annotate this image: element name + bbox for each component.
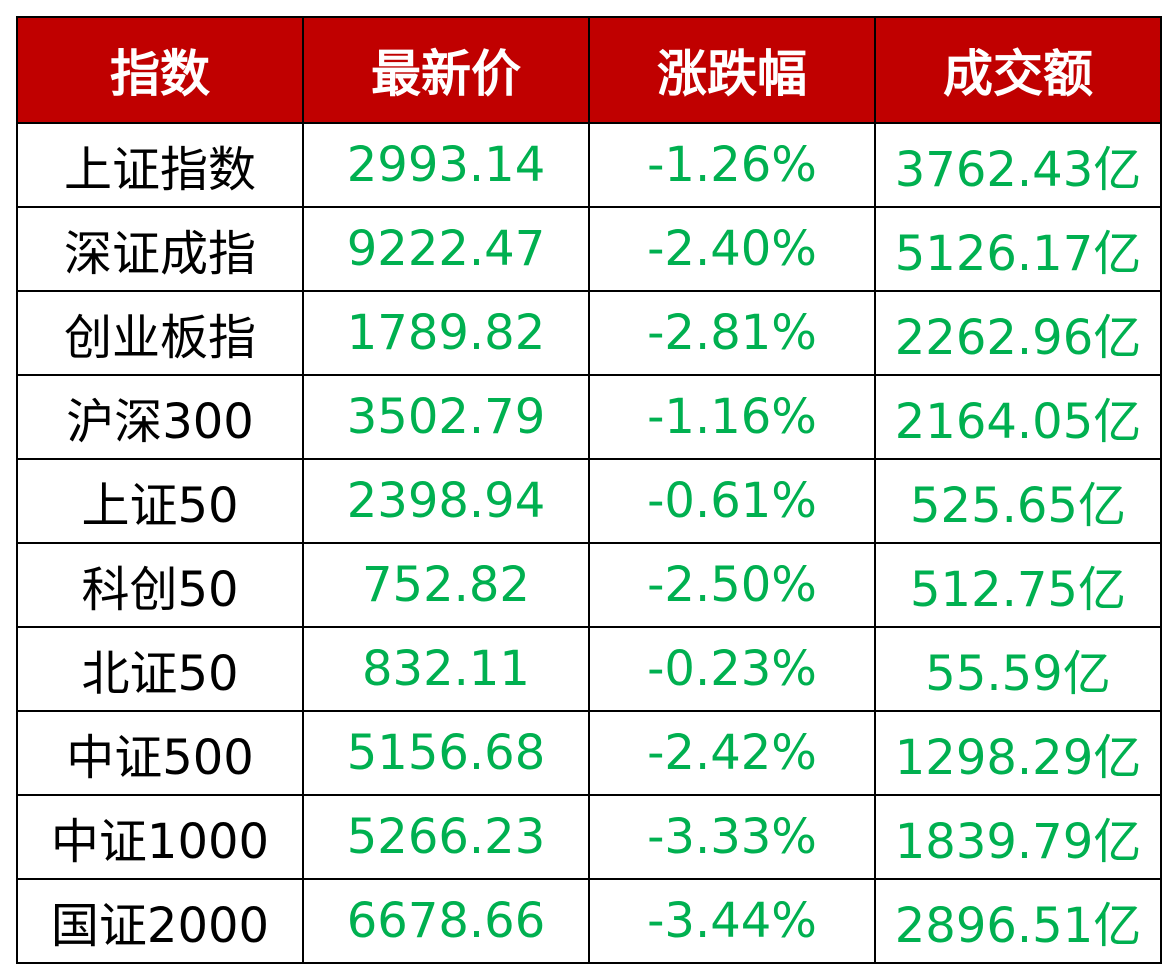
index-name-cell: 上证指数 [16, 122, 304, 208]
value-cell: -2.81% [588, 290, 876, 376]
value-cell: -0.23% [588, 626, 876, 712]
value-cell: 512.75亿 [874, 542, 1162, 628]
value-cell: 3762.43亿 [874, 122, 1162, 208]
index-name-cell: 创业板指 [16, 290, 304, 376]
table-body: 上证指数 2993.14 -1.26% 3762.43亿 深证成指 9222.47 -2.4… [16, 122, 1162, 964]
table-row: 创业板指 1789.82 -2.81% 2262.96亿 [16, 290, 1162, 376]
value-cell: 2262.96亿 [874, 290, 1162, 376]
value-cell: 9222.47 [302, 206, 590, 292]
value-cell: -2.42% [588, 710, 876, 796]
index-table-container: 指数 最新价 涨跌幅 成交额 上证指数 2993.14 -1.26% 3762.43亿 深证成… [16, 16, 1162, 964]
header-cell: 指数 [16, 16, 304, 124]
value-cell: 1839.79亿 [874, 794, 1162, 880]
table-row: 国证2000 6678.66 -3.44% 2896.51亿 [16, 878, 1162, 964]
table-row: 上证指数 2993.14 -1.26% 3762.43亿 [16, 122, 1162, 208]
value-cell: 752.82 [302, 542, 590, 628]
table-row: 科创50 752.82 -2.50% 512.75亿 [16, 542, 1162, 628]
table-row: 中证1000 5266.23 -3.33% 1839.79亿 [16, 794, 1162, 880]
value-cell: 2398.94 [302, 458, 590, 544]
value-cell: 1789.82 [302, 290, 590, 376]
value-cell: 5126.17亿 [874, 206, 1162, 292]
value-cell: -2.50% [588, 542, 876, 628]
value-cell: 5156.68 [302, 710, 590, 796]
index-name-cell: 上证50 [16, 458, 304, 544]
index-name-cell: 中证500 [16, 710, 304, 796]
index-name-cell: 中证1000 [16, 794, 304, 880]
value-cell: 2993.14 [302, 122, 590, 208]
header-cell: 涨跌幅 [588, 16, 876, 124]
header-row: 指数 最新价 涨跌幅 成交额 [16, 16, 1162, 124]
value-cell: -1.16% [588, 374, 876, 460]
value-cell: 55.59亿 [874, 626, 1162, 712]
value-cell: -3.44% [588, 878, 876, 964]
value-cell: 525.65亿 [874, 458, 1162, 544]
value-cell: 5266.23 [302, 794, 590, 880]
value-cell: 2164.05亿 [874, 374, 1162, 460]
header-cell: 成交额 [874, 16, 1162, 124]
index-name-cell: 国证2000 [16, 878, 304, 964]
index-name-cell: 北证50 [16, 626, 304, 712]
table-row: 沪深300 3502.79 -1.16% 2164.05亿 [16, 374, 1162, 460]
header-cell: 最新价 [302, 16, 590, 124]
value-cell: 3502.79 [302, 374, 590, 460]
index-name-cell: 沪深300 [16, 374, 304, 460]
value-cell: 6678.66 [302, 878, 590, 964]
index-table: 指数 最新价 涨跌幅 成交额 上证指数 2993.14 -1.26% 3762.43亿 深证成… [16, 16, 1162, 964]
value-cell: 2896.51亿 [874, 878, 1162, 964]
index-name-cell: 深证成指 [16, 206, 304, 292]
table-row: 深证成指 9222.47 -2.40% 5126.17亿 [16, 206, 1162, 292]
value-cell: -3.33% [588, 794, 876, 880]
value-cell: -1.26% [588, 122, 876, 208]
table-row: 中证500 5156.68 -2.42% 1298.29亿 [16, 710, 1162, 796]
table-row: 北证50 832.11 -0.23% 55.59亿 [16, 626, 1162, 712]
value-cell: -0.61% [588, 458, 876, 544]
value-cell: 832.11 [302, 626, 590, 712]
table-row: 上证50 2398.94 -0.61% 525.65亿 [16, 458, 1162, 544]
value-cell: -2.40% [588, 206, 876, 292]
value-cell: 1298.29亿 [874, 710, 1162, 796]
index-name-cell: 科创50 [16, 542, 304, 628]
